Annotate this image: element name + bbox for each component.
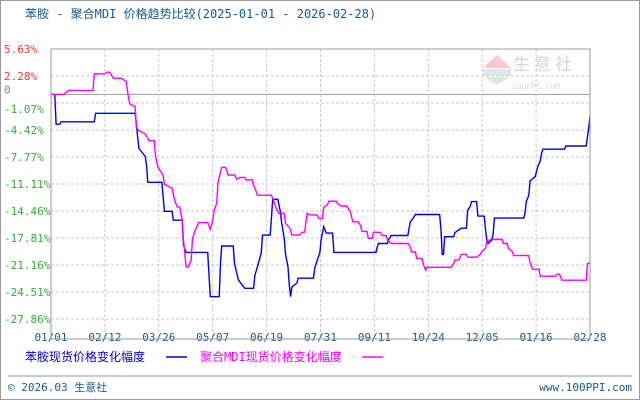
grid xyxy=(51,48,590,339)
x-tick-label: 10/24 xyxy=(412,331,445,344)
logo-bar-icon xyxy=(483,69,511,76)
x-tick-label: 07/31 xyxy=(304,331,337,344)
watermark-brand: 生意社 xyxy=(513,55,576,75)
footer-url[interactable]: www.100PPI.com xyxy=(539,381,632,394)
y-tick-label: -1.07% xyxy=(4,103,44,116)
watermark-logo: 生意社 100PPI.COM xyxy=(483,55,576,91)
watermark-site: 100PPI.COM xyxy=(512,82,560,91)
x-tick-label: 12/05 xyxy=(466,331,499,344)
x-tick-label: 03/26 xyxy=(142,331,175,344)
y-tick-label: 5.63% xyxy=(4,43,37,56)
y-tick-label: -21.16% xyxy=(4,259,51,272)
x-tick-label: 06/19 xyxy=(250,331,283,344)
y-tick-label: -14.46% xyxy=(4,205,51,218)
footer-copyright: © 2026.03 生意社 xyxy=(8,380,107,394)
x-tick-label: 01/16 xyxy=(520,331,553,344)
x-axis: 01/01 02/12 03/26 05/07 06/19 07/31 09/11 10/24… xyxy=(34,331,606,344)
y-tick-label: -27.86% xyxy=(4,313,51,326)
plot-border xyxy=(50,48,591,340)
y-tick-label: -4.42% xyxy=(4,124,44,137)
y-tick-label: -7.77% xyxy=(4,151,44,164)
series-line-aniline xyxy=(51,93,591,298)
y-tick-label: -17.81% xyxy=(4,232,51,245)
x-tick-label: 02/12 xyxy=(88,331,121,344)
y-tick-label: -11.11% xyxy=(4,178,51,191)
legend: 苯胺现货价格变化幅度 聚合MDI现货价格变化幅度 xyxy=(25,349,383,364)
series-lines xyxy=(51,71,591,298)
logo-triangle-down-icon xyxy=(485,77,509,85)
y-tick-label: -24.51% xyxy=(4,286,51,299)
legend-label-mdi: 聚合MDI现货价格变化幅度 xyxy=(200,349,342,364)
series-line-mdi xyxy=(51,71,590,281)
x-tick-label: 09/11 xyxy=(358,331,391,344)
legend-label-aniline: 苯胺现货价格变化幅度 xyxy=(25,349,145,364)
chart-title: 苯胺 - 聚合MDI 价格趋势比较(2025-01-01 - 2026-02-2… xyxy=(25,6,376,21)
x-tick-label: 05/07 xyxy=(196,331,229,344)
logo-triangle-up-icon xyxy=(483,55,511,68)
y-axis: 5.63% 2.28%0 -1.07% -4.42% -7.77% -11.11% -14.… xyxy=(4,43,51,326)
y-tick-label: 0 xyxy=(4,83,11,96)
y-tick-label: 2.28% xyxy=(4,70,37,83)
